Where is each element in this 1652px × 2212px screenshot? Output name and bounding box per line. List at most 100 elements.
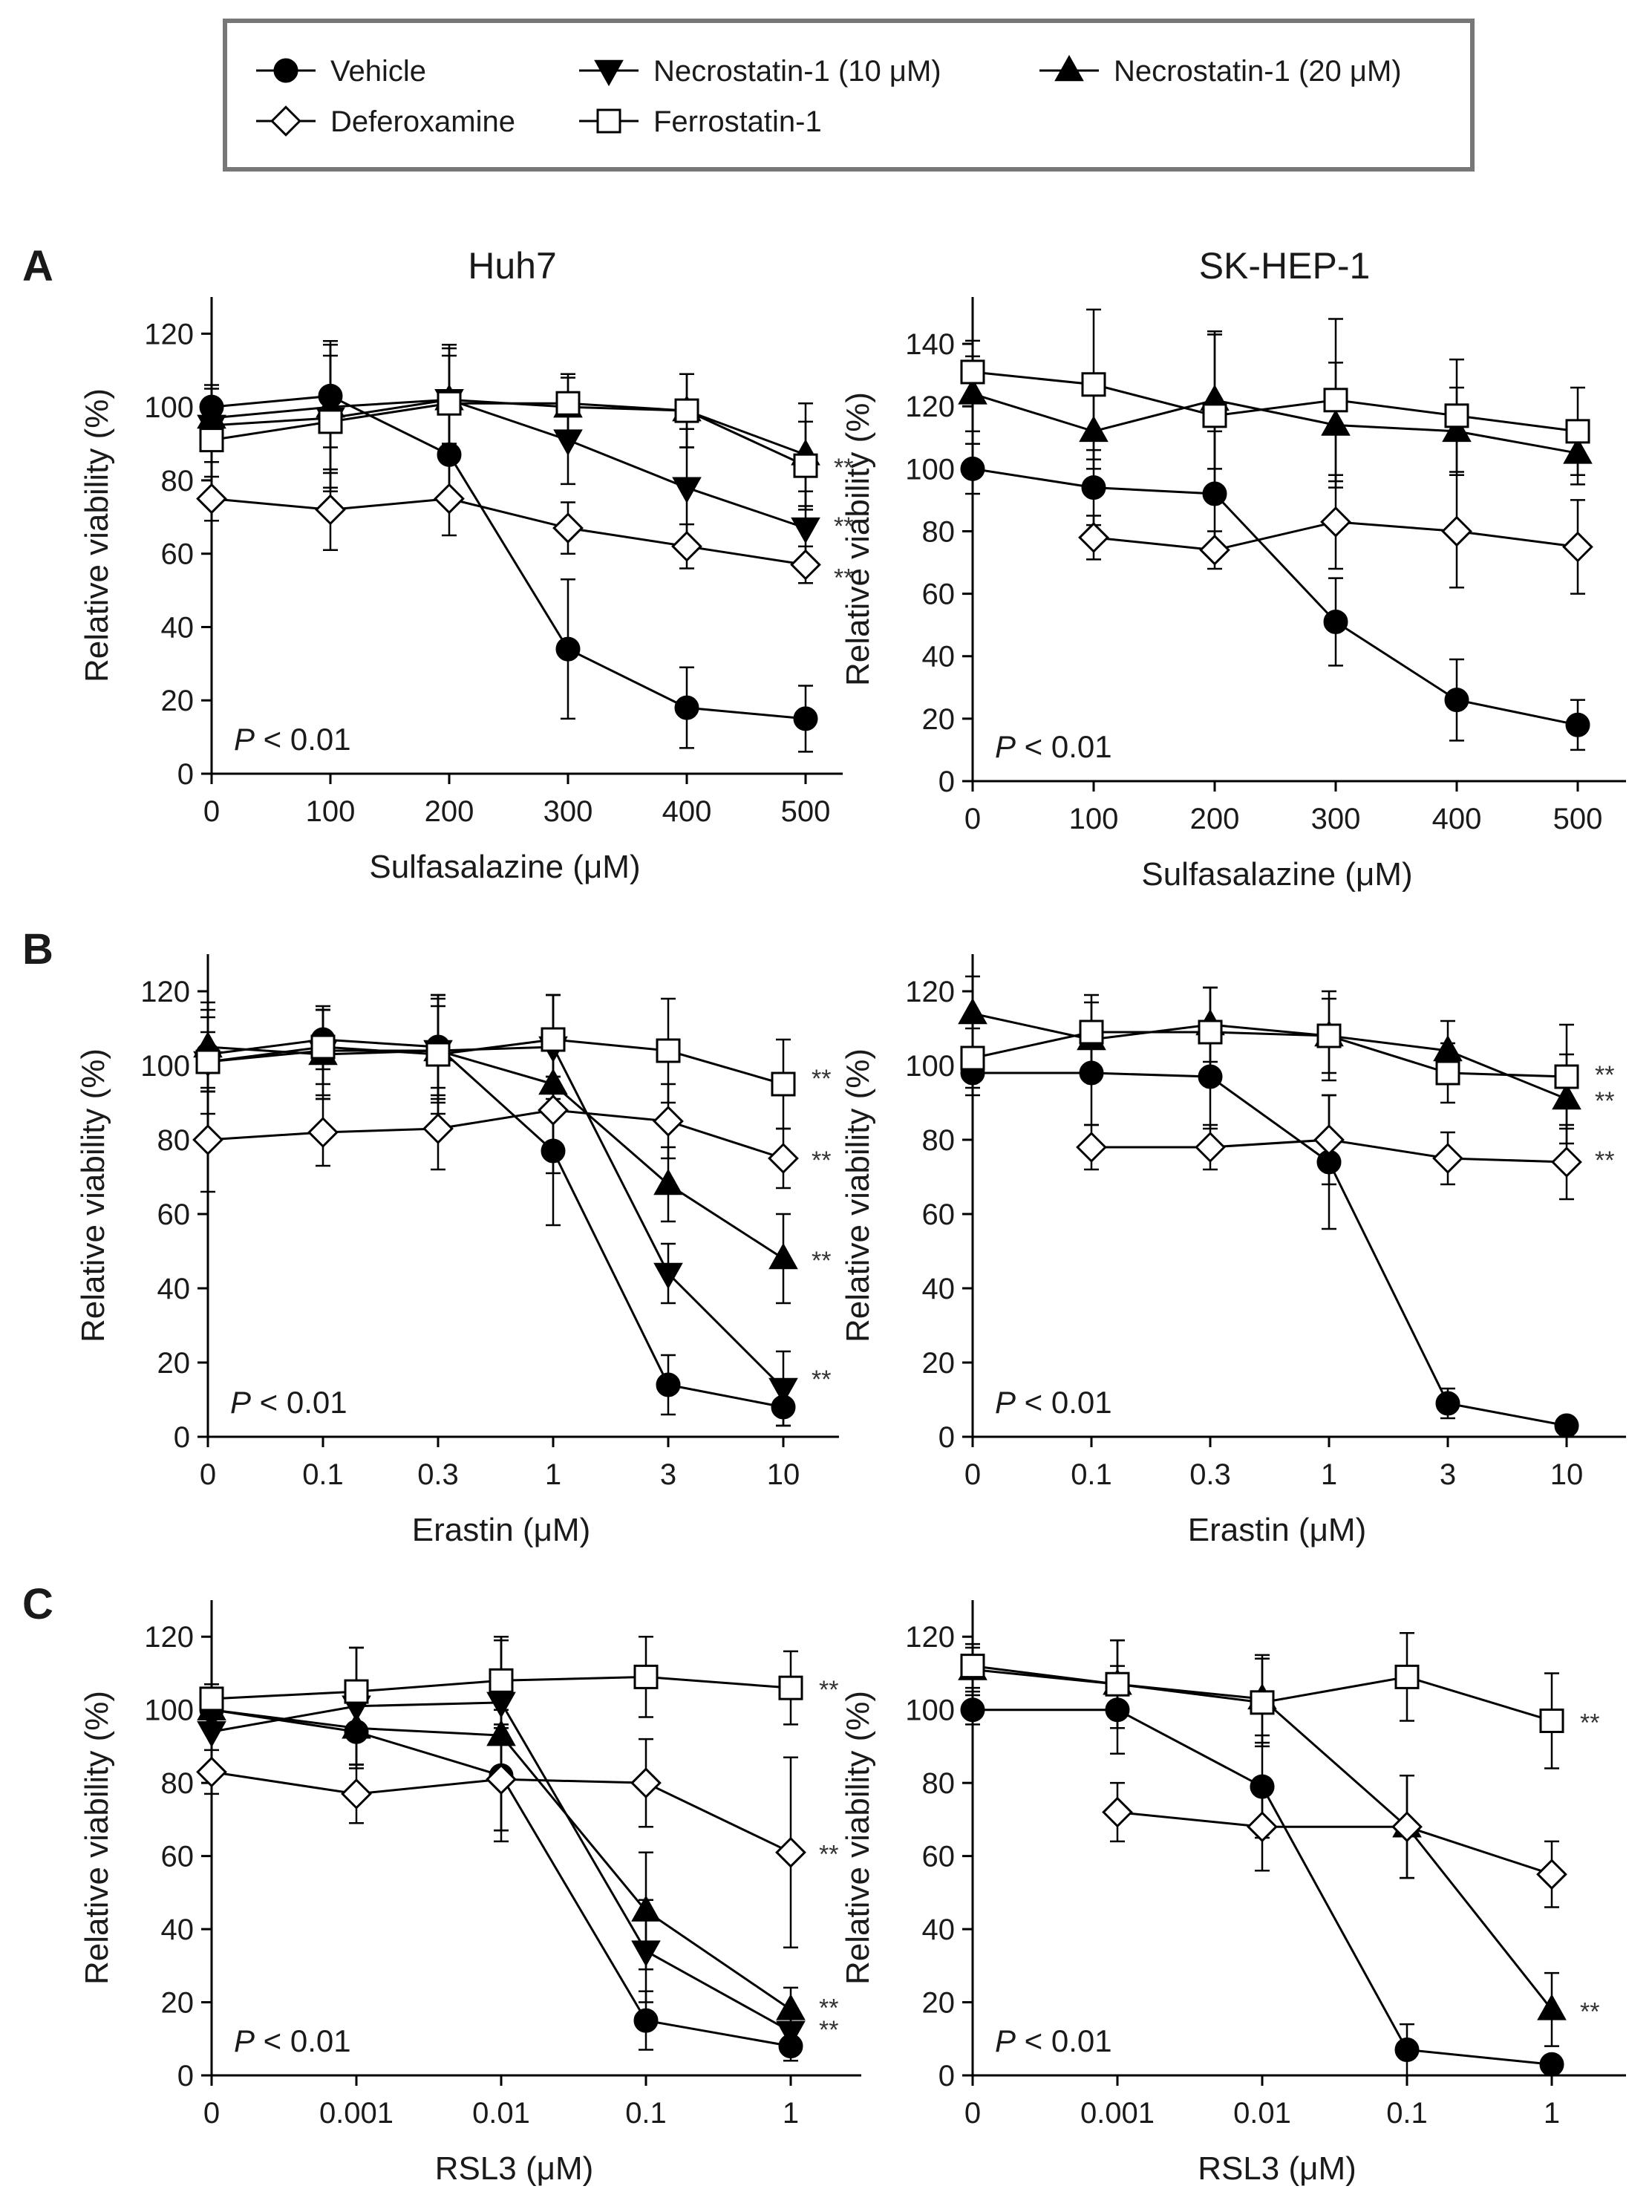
y-tick-label: 120 [905, 1621, 955, 1654]
y-tick-label: 120 [144, 1621, 194, 1654]
y-tick-label: 0 [174, 1421, 190, 1454]
data-point [1250, 1690, 1275, 1715]
x-tick-label: 0.001 [319, 2097, 394, 2130]
data-point [1198, 1019, 1223, 1045]
data-point [1081, 475, 1106, 500]
panel-letter-A: A [22, 242, 53, 290]
x-tick-label: 100 [1069, 803, 1119, 835]
x-tick-label: 0.1 [1071, 1458, 1112, 1491]
x-tick-label: 0 [200, 1458, 216, 1491]
data-point [791, 517, 820, 544]
y-tick-label: 80 [157, 1124, 191, 1157]
legend-frame [223, 19, 1475, 172]
data-point [1202, 403, 1227, 428]
legend-marker-square [596, 108, 621, 134]
legend-entry-dfo: Deferoxamine [256, 105, 515, 138]
significance-star: ** [1595, 1061, 1614, 1089]
data-point [653, 1106, 684, 1137]
data-point [1323, 388, 1348, 413]
series-line [207, 1045, 784, 1260]
data-point [656, 1038, 681, 1063]
series-line [973, 1071, 1567, 1427]
series-fer [199, 1635, 803, 1737]
p-value-label: P < 0.01 [995, 729, 1112, 764]
series-vehicle [960, 1019, 1579, 1438]
x-tick-label: 0 [203, 2097, 220, 2130]
x-tick-label: 0.1 [302, 1458, 344, 1491]
y-axis-label: Relative viability (%) [79, 1691, 115, 1985]
significance-star: ** [812, 1366, 831, 1394]
chart-A-skhep1: SK-HEP-1 0 20 40 60 80 100 120 140 0 100 200 300 400 5… [840, 245, 1626, 893]
series-nec20 [193, 994, 798, 1305]
x-tick-label: 0 [203, 795, 220, 828]
data-point [315, 494, 346, 526]
data-point [1539, 2052, 1564, 2077]
series-nec10 [193, 994, 798, 1427]
y-tick-label: 100 [905, 1694, 955, 1727]
significance-star: ** [819, 1676, 838, 1704]
y-tick-label: 0 [938, 1421, 955, 1454]
series-vehicle [199, 343, 818, 753]
y-tick-label: 0 [938, 2060, 955, 2092]
data-point [1076, 1132, 1107, 1163]
y-tick-label: 120 [144, 318, 194, 350]
data-point [199, 1686, 224, 1712]
y-tick-label: 20 [922, 1347, 956, 1380]
y-tick-label: 20 [161, 1987, 195, 2020]
data-point [768, 1377, 798, 1405]
data-point [960, 1654, 985, 1679]
series-vehicle [195, 994, 796, 1427]
y-tick-label: 100 [905, 453, 955, 486]
data-point [1394, 1664, 1420, 1689]
y-tick-label: 40 [161, 611, 195, 644]
x-tick-label: 3 [1440, 1458, 1456, 1491]
data-point [555, 636, 581, 662]
legend-label: Necrostatin-1 (10 μM) [653, 55, 941, 88]
y-tick-label: 0 [177, 758, 194, 791]
y-tick-label: 60 [922, 578, 956, 611]
y-tick-label: 0 [177, 2060, 194, 2092]
series-line [972, 467, 1578, 726]
series-line [1117, 1811, 1553, 1876]
data-point [633, 2008, 659, 2033]
x-tick-label: 10 [1550, 1458, 1584, 1491]
data-point [674, 398, 699, 423]
significance-star: ** [1580, 1997, 1599, 2026]
y-tick-label: 20 [157, 1347, 191, 1380]
x-tick-label: 3 [660, 1458, 676, 1491]
data-point [1102, 1796, 1133, 1828]
x-tick-label: 0.01 [1233, 2097, 1291, 2130]
significance-star: ** [819, 2016, 838, 2044]
x-tick-label: 0 [964, 803, 981, 835]
data-point [1551, 1146, 1582, 1178]
significance-star: ** [812, 1146, 831, 1175]
series-fer [199, 343, 818, 511]
legend-label: Necrostatin-1 (20 μM) [1114, 55, 1402, 88]
x-tick-label: 300 [543, 795, 593, 828]
y-tick-label: 20 [161, 685, 195, 717]
data-point [674, 695, 699, 720]
series-dfo [1078, 474, 1593, 595]
data-point [768, 1143, 799, 1174]
series-line [207, 1038, 784, 1409]
x-tick-label: 1 [1321, 1458, 1337, 1491]
y-tick-label: 60 [161, 1841, 195, 1873]
x-tick-label: 0 [964, 2097, 981, 2130]
data-point [437, 391, 462, 416]
legend-entry-nec10: Necrostatin-1 (10 μM) [579, 55, 941, 88]
series-line [211, 497, 806, 566]
x-tick-label: 0.1 [625, 2097, 667, 2130]
data-point [1079, 1019, 1104, 1045]
x-tick-label: 200 [1190, 803, 1240, 835]
data-point [1391, 1811, 1423, 1843]
y-tick-label: 140 [905, 328, 955, 361]
data-point [196, 1756, 227, 1788]
y-tick-label: 60 [922, 1841, 956, 1873]
x-axis-label: RSL3 (μM) [1198, 2150, 1356, 2187]
x-tick-label: 0.01 [472, 2097, 530, 2130]
data-point [425, 1042, 451, 1067]
y-axis-label: Relative viability (%) [75, 1048, 111, 1342]
series-line [207, 1109, 784, 1160]
y-axis-label: Relative viability (%) [840, 1691, 876, 1985]
x-tick-label: 0.3 [417, 1458, 459, 1491]
